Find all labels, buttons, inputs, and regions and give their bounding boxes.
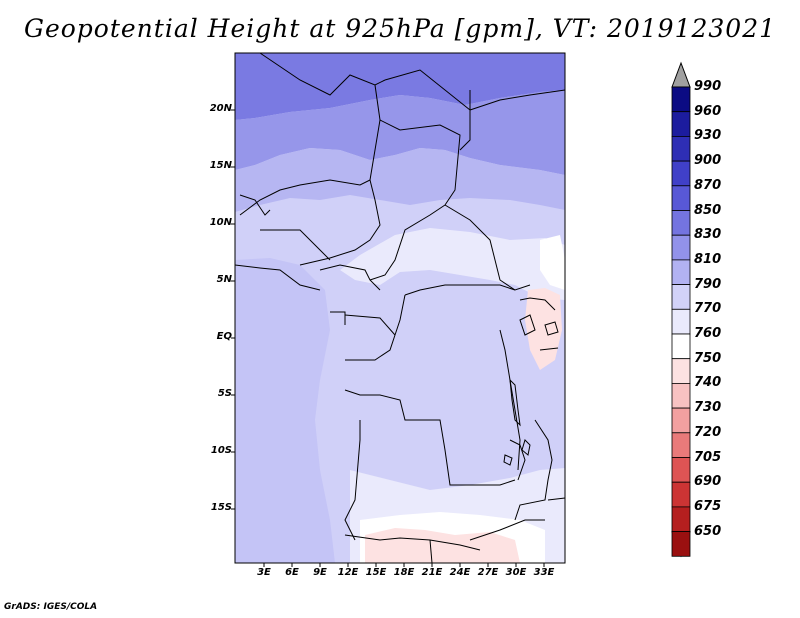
lon-label: 3E (257, 567, 271, 578)
colorbar-label: 750 (694, 350, 722, 366)
credit-text: GrADS: IGES/COLA (4, 602, 98, 612)
colorbar-segment (671, 333, 691, 360)
lon-label: 15E (365, 567, 387, 578)
colorbar-label: 730 (694, 400, 722, 416)
lat-label: 15N (209, 160, 232, 171)
lon-label: 6E (285, 567, 299, 578)
lon-label: 24E (449, 567, 471, 578)
lakes (503, 314, 559, 466)
colorbar-segment (671, 259, 691, 285)
colorbar-segment (671, 160, 691, 187)
colorbar-label: 790 (694, 276, 722, 292)
axis-ticks (231, 109, 545, 567)
colorbar-label: 760 (694, 326, 722, 341)
colorbar-label: 720 (694, 424, 722, 440)
lat-label: 10N (209, 217, 232, 228)
lon-label: 30E (505, 567, 527, 578)
contour-band-850 (235, 53, 565, 120)
colorbar-segment (671, 358, 691, 384)
colorbar-label: 675 (694, 498, 722, 514)
colorbar-segment (671, 457, 691, 483)
colorbar-label: 900 (694, 153, 722, 169)
colorbar-segment (671, 432, 691, 458)
contour-band-760-east (540, 235, 565, 290)
chart-title: Geopotential Height at 925hPa [gpm], VT:… (23, 14, 777, 43)
colorbar-segment (671, 284, 691, 310)
colorbar-label: 650 (694, 523, 722, 539)
contour-band-830 (235, 90, 565, 175)
colorbar-segment (671, 185, 691, 211)
lat-label: 5N (216, 274, 232, 285)
colorbar-segment (671, 234, 691, 261)
contour-band-790-west (235, 258, 335, 563)
colorbar-label: 930 (694, 128, 722, 144)
colorbar-label: 810 (694, 251, 722, 267)
contour-band-750-east (525, 288, 562, 370)
colorbar-segment (671, 210, 691, 236)
country-boundaries (234, 52, 566, 564)
colorbar-label: 850 (694, 202, 722, 218)
lon-label: 21E (421, 567, 443, 578)
colorbar-label: 870 (694, 177, 722, 193)
lon-label: 33E (533, 567, 555, 578)
lon-label: 27E (477, 567, 499, 578)
contour-band-810 (235, 148, 565, 212)
lat-label: EQ (216, 331, 232, 342)
colorbar-segment (671, 135, 691, 162)
lon-label: 12E (337, 567, 359, 578)
lon-label: 9E (313, 567, 327, 578)
map-frame (234, 52, 566, 564)
colorbar (671, 61, 691, 558)
colorbar-label: 740 (694, 375, 722, 391)
colorbar-label: 690 (694, 474, 722, 490)
lon-label: 18E (393, 567, 415, 578)
colorbar-segment (671, 531, 691, 557)
colorbar-label: 830 (694, 227, 722, 243)
colorbar-segment (671, 86, 691, 113)
colorbar-segment (671, 506, 691, 532)
colorbar-segment (671, 407, 691, 434)
lat-label: 10S (210, 445, 232, 456)
colorbar-segment (671, 481, 691, 508)
lat-label: 5S (217, 388, 232, 399)
lat-label: 20N (209, 103, 232, 114)
colorbar-top-arrow (671, 61, 691, 88)
colorbar-label: 705 (694, 449, 722, 465)
colorbar-segment (671, 382, 691, 409)
colorbar-label: 770 (694, 301, 722, 317)
contour-band-770-central (340, 228, 565, 300)
colorbar-segment (671, 308, 691, 335)
colorbar-label: 960 (694, 103, 722, 119)
colorbar-segment (671, 111, 691, 137)
lat-label: 15S (210, 502, 232, 513)
colorbar-label: 990 (694, 79, 722, 94)
